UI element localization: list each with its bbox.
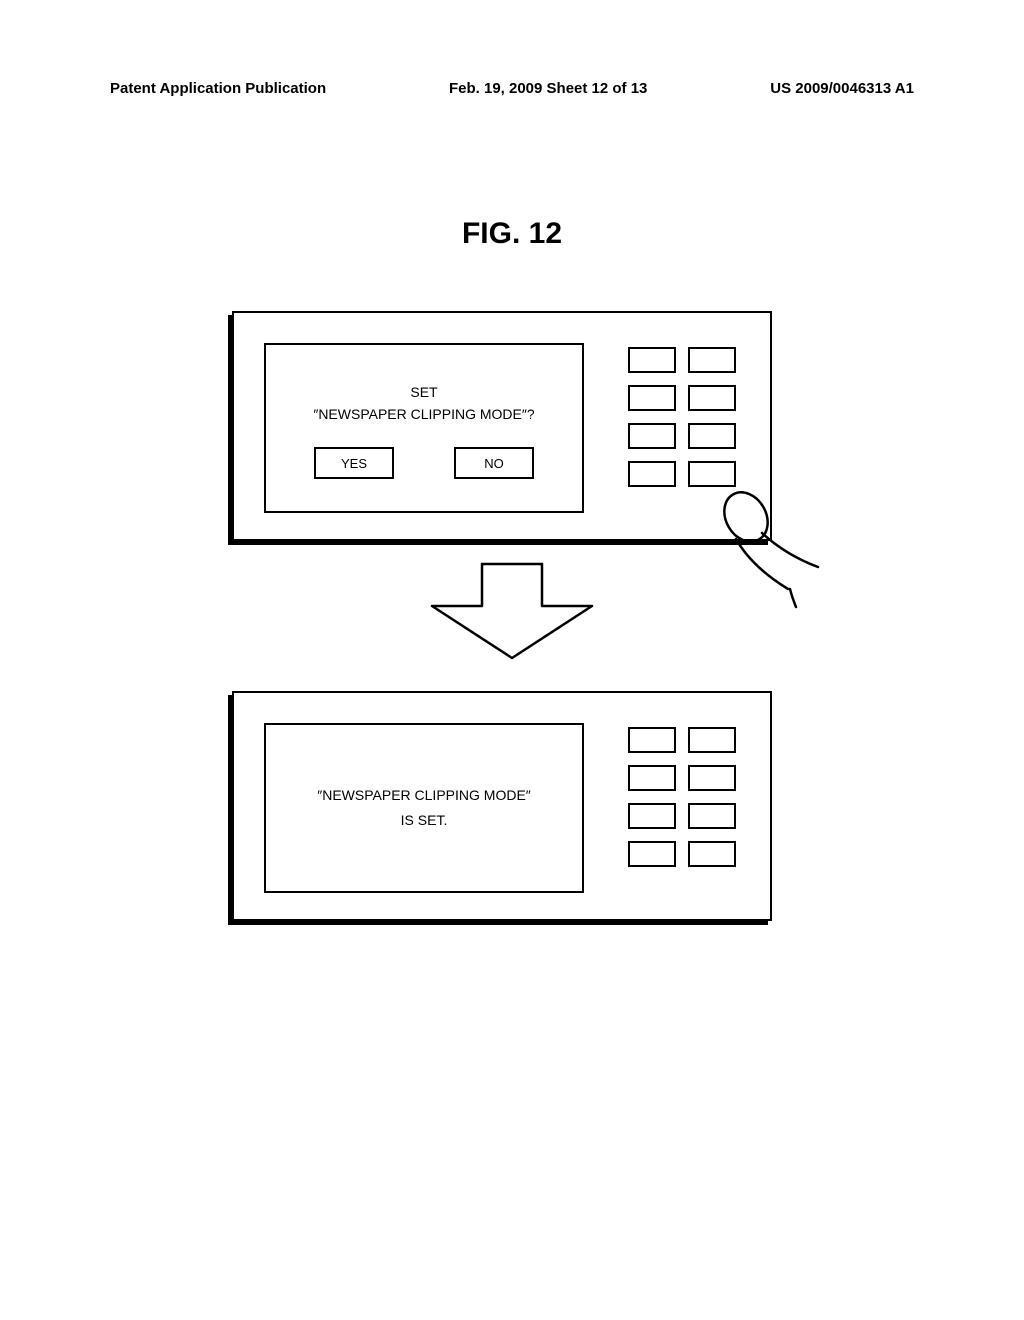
finger-icon [700, 479, 840, 619]
figure-title: FIG. 12 [100, 217, 924, 251]
key-1b[interactable] [628, 727, 676, 753]
confirm-text: ″NEWSPAPER CLIPPING MODE″ IS SET. [317, 783, 530, 833]
confirm-line2: IS SET. [317, 808, 530, 833]
screen-confirm: ″NEWSPAPER CLIPPING MODE″ IS SET. [264, 723, 584, 893]
key-1[interactable] [628, 347, 676, 373]
screen-prompt: SET ″NEWSPAPER CLIPPING MODE″? YES NO [264, 343, 584, 513]
confirm-line1: ″NEWSPAPER CLIPPING MODE″ [317, 783, 530, 808]
no-label: NO [484, 456, 504, 471]
key-3[interactable] [628, 385, 676, 411]
key-5b[interactable] [628, 803, 676, 829]
header-center: Feb. 19, 2009 Sheet 12 of 13 [449, 80, 647, 97]
key-6[interactable] [688, 423, 736, 449]
keypad-1 [628, 347, 740, 487]
button-row: YES NO [314, 447, 534, 479]
header-left: Patent Application Publication [110, 80, 326, 97]
diagram-container: SET ″NEWSPAPER CLIPPING MODE″? YES NO [232, 311, 792, 921]
page-root: Patent Application Publication Feb. 19, … [0, 0, 1024, 1320]
yes-button[interactable]: YES [314, 447, 394, 479]
panel-confirm: ″NEWSPAPER CLIPPING MODE″ IS SET. [232, 691, 772, 921]
key-4[interactable] [688, 385, 736, 411]
prompt-line2: ″NEWSPAPER CLIPPING MODE″? [313, 403, 534, 425]
key-6b[interactable] [688, 803, 736, 829]
page-header: Patent Application Publication Feb. 19, … [100, 80, 924, 97]
prompt-text: SET ″NEWSPAPER CLIPPING MODE″? [313, 381, 534, 426]
key-7b[interactable] [628, 841, 676, 867]
header-right: US 2009/0046313 A1 [770, 80, 914, 97]
prompt-line1: SET [313, 381, 534, 403]
key-4b[interactable] [688, 765, 736, 791]
key-5[interactable] [628, 423, 676, 449]
key-2b[interactable] [688, 727, 736, 753]
panel-prompt: SET ″NEWSPAPER CLIPPING MODE″? YES NO [232, 311, 772, 541]
key-8b[interactable] [688, 841, 736, 867]
key-2[interactable] [688, 347, 736, 373]
key-3b[interactable] [628, 765, 676, 791]
keypad-2 [628, 727, 740, 867]
key-7[interactable] [628, 461, 676, 487]
yes-label: YES [341, 456, 367, 471]
arrow-down-icon [402, 558, 622, 668]
no-button[interactable]: NO [454, 447, 534, 479]
